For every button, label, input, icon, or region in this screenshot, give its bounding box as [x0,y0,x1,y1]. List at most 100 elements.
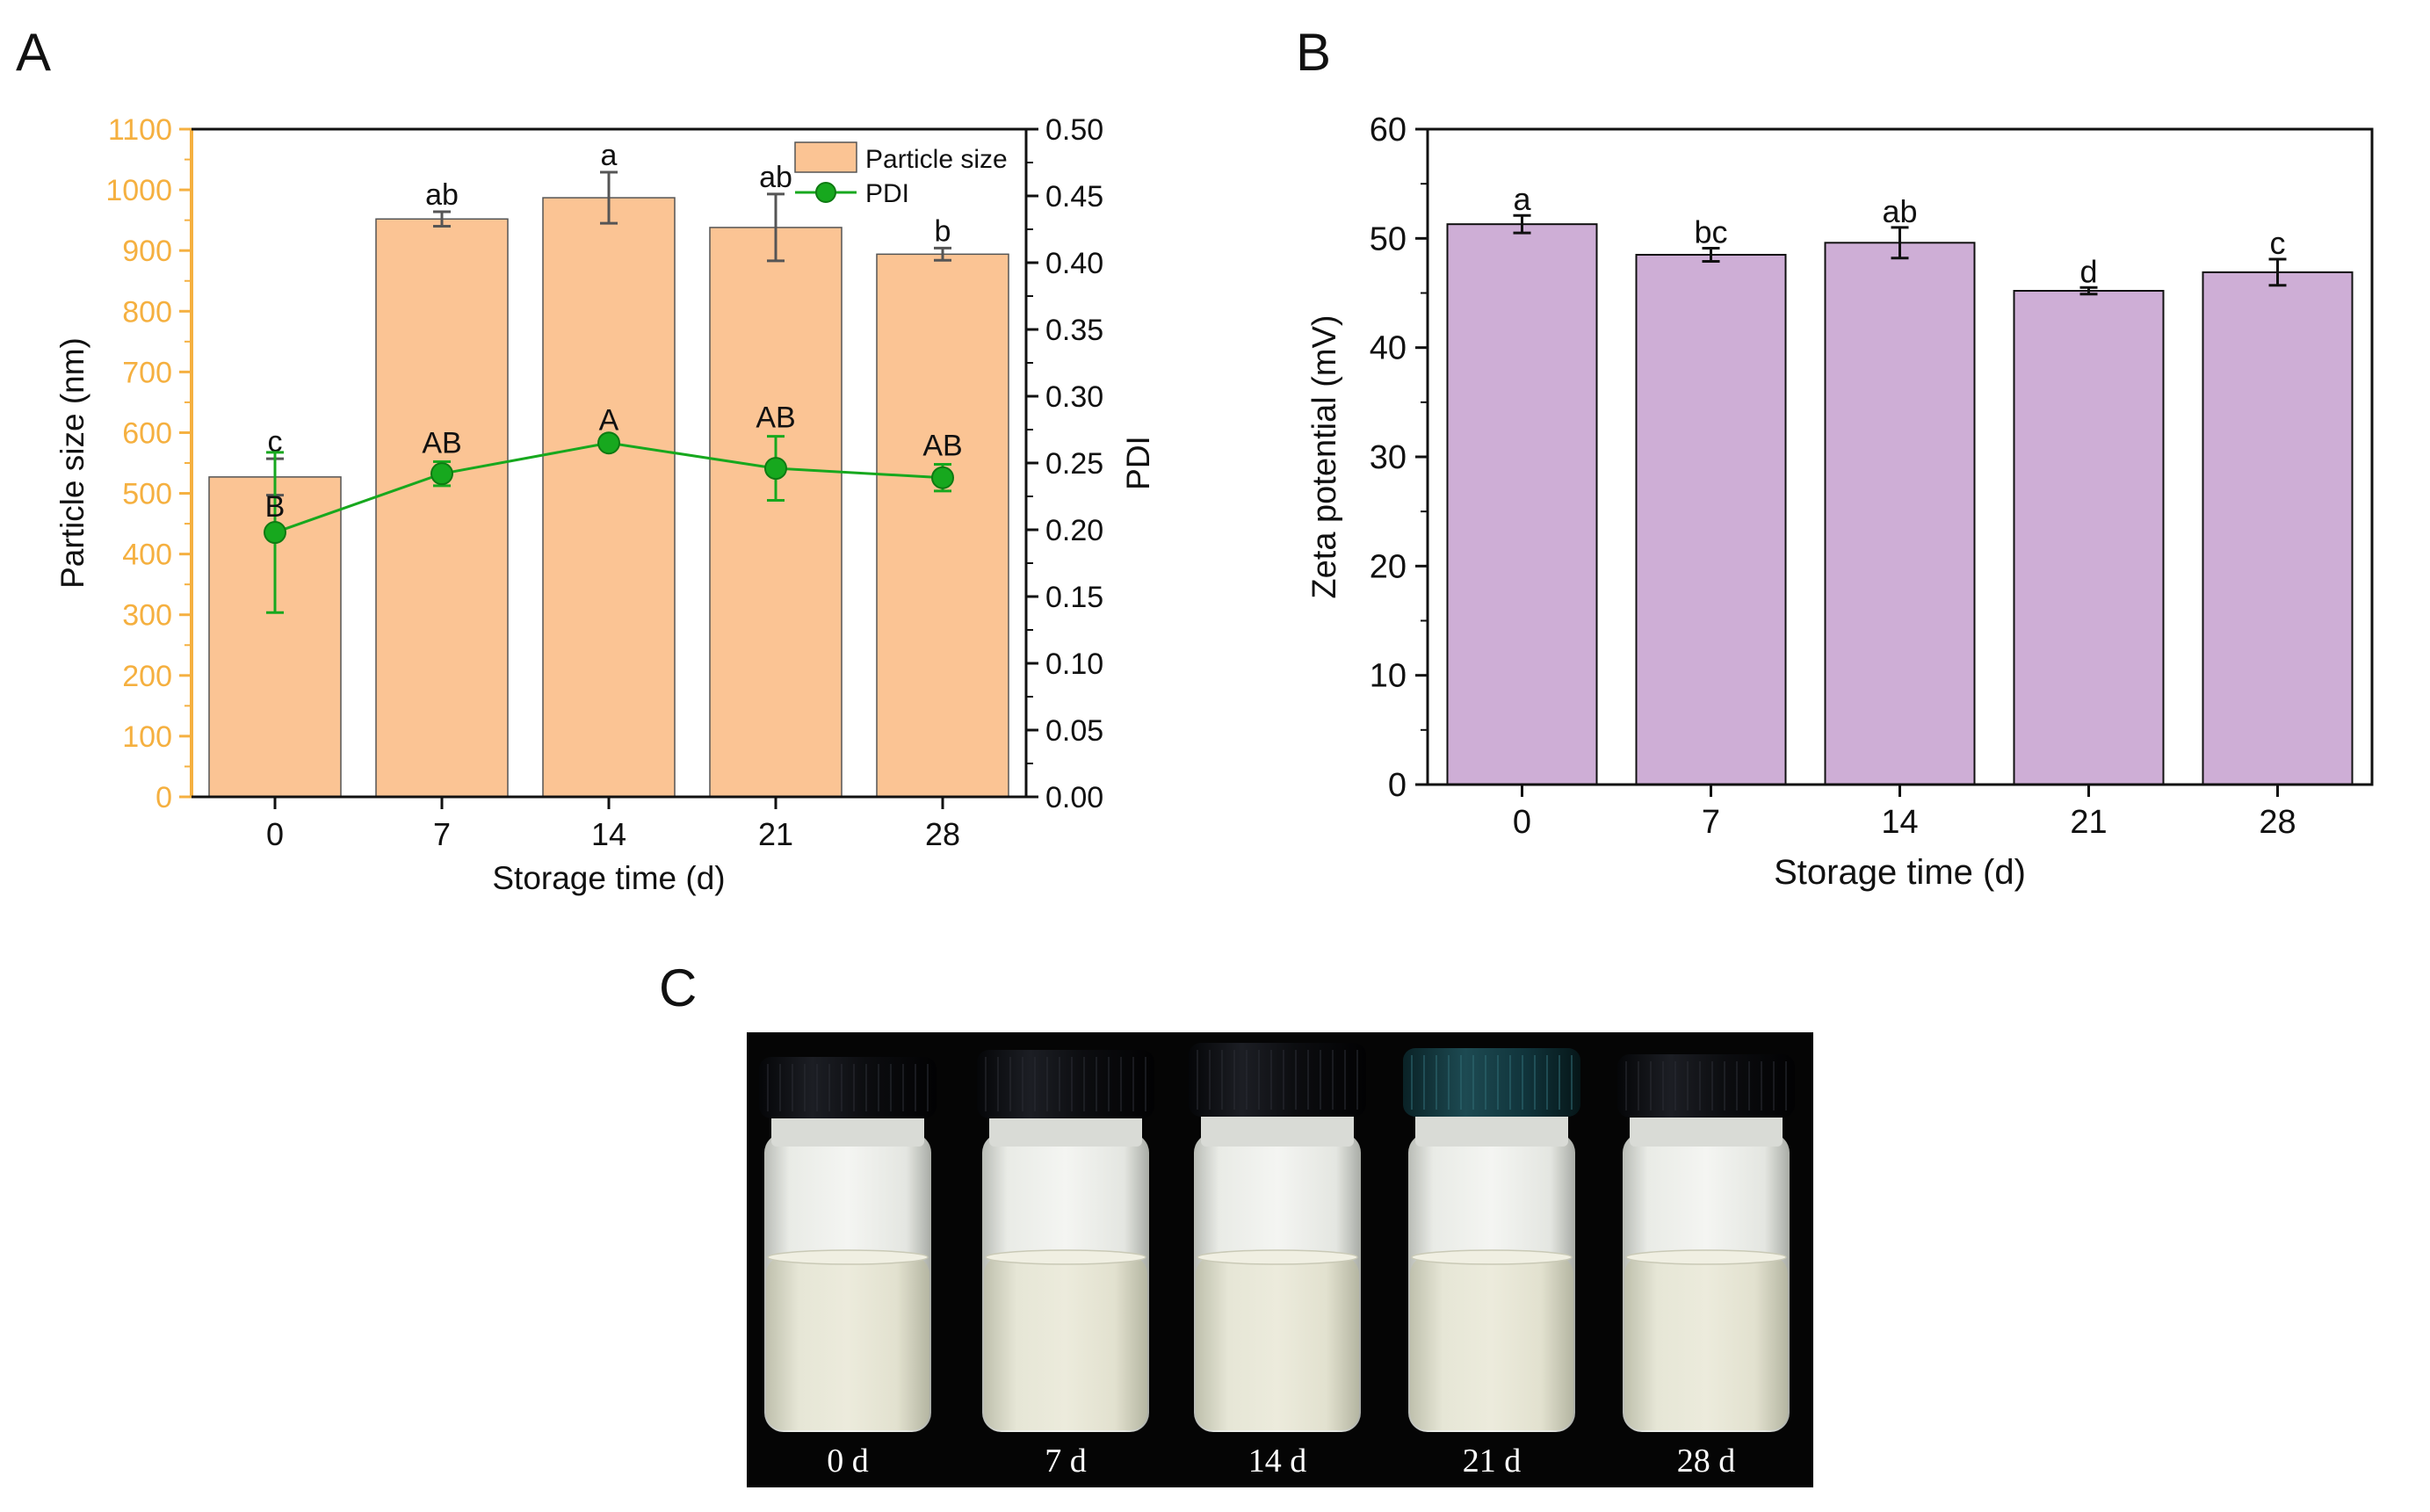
x-axis-tick-label: 0 [1513,804,1531,841]
particle-size-significance-letter: c [268,425,283,459]
pdi-point [430,462,453,486]
x-axis-tick-label: 7 [1702,804,1720,841]
particle-size-bar [876,253,1009,798]
left-axis-tick-label: 400 [122,539,172,572]
zeta-significance-letter: bc [1694,214,1727,250]
right-axis-tick-label: 0.25 [1045,447,1103,481]
legend-pdi-marker [815,182,836,203]
particle-size-significance-letter: b [935,214,951,248]
x-axis-label: Storage time (d) [492,860,725,896]
left-axis-tick-label: 600 [122,416,172,450]
right-axis-label: PDI [1120,436,1156,490]
x-axis-tick-label: 0 [266,816,284,852]
vial-liquid [766,1256,929,1430]
y-axis-tick-label: 30 [1370,439,1407,476]
y-axis-label: Zeta potential (mV) [1306,315,1343,598]
vial-neck [1630,1111,1783,1147]
left-axis-tick-label: 200 [122,660,172,693]
right-axis-tick-label: 0.45 [1045,180,1103,213]
liquid-meniscus [1411,1249,1573,1265]
pdi-significance-letter: A [599,404,619,438]
right-axis-tick-label: 0.15 [1045,581,1103,614]
pdi-point [931,466,954,489]
pdi-point [264,521,286,545]
y-axis-tick-label: 0 [1388,767,1407,804]
y-axis-tick-label: 60 [1370,112,1407,148]
right-axis-tick-label: 0.20 [1045,514,1103,547]
left-axis-tick-label: 500 [122,478,172,511]
panel-label-b: B [1296,23,1332,82]
vial: 0 d [759,1057,937,1479]
left-axis-tick-label: 800 [122,295,172,329]
liquid-meniscus [1197,1249,1358,1265]
x-axis-label: Storage time (d) [1774,853,2026,892]
vial-liquid [1624,1256,1788,1430]
vial-label: 0 d [827,1443,869,1479]
left-axis-label: Particle size (nm) [54,337,90,589]
left-axis-tick-label: 100 [122,720,172,754]
left-axis-tick-label: 700 [122,356,172,389]
particle-size-significance-letter: a [601,139,618,172]
vial: 7 d [977,1050,1154,1479]
zeta-significance-letter: d [2079,253,2097,289]
liquid-meniscus [985,1249,1146,1265]
legend-particle-size-swatch [794,141,857,173]
vial-neck [1415,1111,1568,1147]
vial-cap [1403,1048,1580,1117]
pdi-significance-letter: AB [756,402,795,435]
right-axis-tick-label: 0.40 [1045,247,1103,280]
vial-neck [771,1111,924,1147]
particle-size-bar [375,218,509,798]
particle-size-significance-letter: ab [425,178,459,212]
right-axis-tick-label: 0.35 [1045,314,1103,347]
y-axis-tick-label: 20 [1370,548,1407,585]
zeta-potential-bar [2202,271,2354,786]
particle-size-bar [542,197,676,798]
pdi-significance-letter: AB [422,426,461,459]
left-axis-tick-label: 1000 [105,174,172,207]
pdi-point [764,457,787,481]
vial-cap [977,1050,1154,1118]
vial-neck [1201,1111,1354,1147]
y-axis-tick-label: 50 [1370,221,1407,257]
panel-label-a: A [16,23,52,82]
zeta-significance-letter: c [2270,225,2286,261]
legend-pdi-label: PDI [865,179,909,208]
x-axis-tick-label: 21 [2070,804,2107,841]
vial-liquid [1410,1256,1573,1430]
pdi-significance-letter: B [265,490,286,524]
x-axis-tick-label: 14 [1881,804,1918,841]
zeta-potential-bar [1824,242,1976,786]
panel-label-c: C [659,959,698,1017]
y-axis-tick-label: 10 [1370,658,1407,695]
left-axis-tick-label: 0 [155,781,172,814]
vial-liquid [1196,1256,1359,1430]
right-axis-tick-label: 0.05 [1045,714,1103,748]
vial: 28 d [1617,1054,1795,1479]
vial: 21 d [1403,1048,1580,1479]
zeta-potential-bar [2013,290,2165,786]
right-axis-tick-label: 0.50 [1045,113,1103,147]
left-axis-tick-label: 900 [122,235,172,268]
right-axis-tick-label: 0.10 [1045,647,1103,681]
vial: 14 d [1189,1043,1366,1479]
vial-photo: 0 d 7 d 14 d 21 d 28 d [747,1032,1813,1487]
vial-cap [1617,1054,1795,1118]
zeta-significance-letter: ab [1882,193,1917,229]
right-axis-tick-label: 0.00 [1045,781,1103,814]
vial-label: 14 d [1248,1443,1307,1479]
pdi-significance-letter: AB [922,430,962,463]
x-axis-tick-label: 28 [2259,804,2296,841]
right-axis-tick-label: 0.30 [1045,380,1103,414]
x-axis-tick-label: 28 [925,816,960,852]
particle-size-significance-letter: ab [759,161,792,194]
chart-a-particle-size-pdi: c ab a ab b B AB A AB AB 0 100 200 300 400 500 600 700 800… [54,113,1156,896]
pdi-point [597,431,620,455]
vial-label: 21 d [1463,1443,1522,1479]
x-axis-tick-label: 7 [433,816,451,852]
zeta-significance-letter: a [1513,181,1531,217]
x-axis-tick-label: 14 [591,816,626,852]
particle-size-bar [709,227,843,798]
y-axis-tick-label: 40 [1370,330,1407,367]
liquid-meniscus [767,1249,929,1265]
